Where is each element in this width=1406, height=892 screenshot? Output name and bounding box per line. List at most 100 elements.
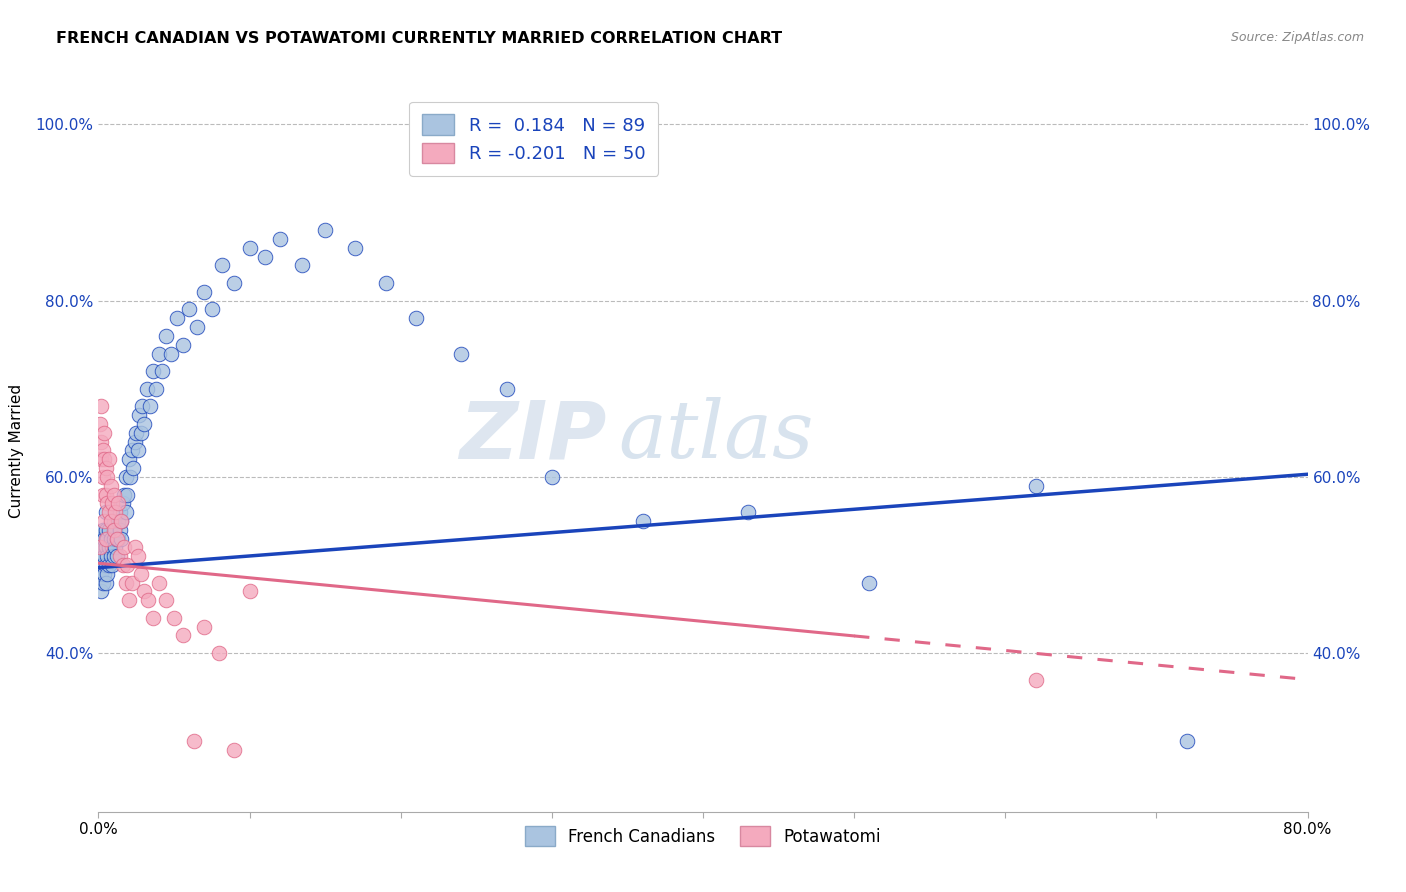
Point [101,496,124,510]
Point [269,232,291,246]
Point [631,514,654,528]
Point [142,364,165,378]
Point [129,425,152,440]
Point [150,364,173,378]
Point [107,496,129,510]
Point [96,496,118,510]
Point [96,532,118,546]
Point [101,558,124,572]
Point [1175,734,1198,748]
Point [105,532,128,546]
Point [101,541,124,555]
Point [450,346,472,360]
Point [163,611,186,625]
Point [94,487,117,501]
Point [90,434,112,449]
Point [93,532,115,546]
Point [111,496,134,510]
Point [100,479,122,493]
Point [91,558,114,572]
Point [98,452,121,467]
Point [193,620,215,634]
Point [114,470,136,484]
Point [1024,479,1046,493]
Point [98,541,121,555]
Point [148,575,170,590]
Point [110,532,132,546]
Point [103,523,125,537]
Point [89,541,111,555]
Point [172,337,194,351]
Y-axis label: Currently Married: Currently Married [10,384,24,517]
Legend: French Canadians, Potawatomi: French Canadians, Potawatomi [516,818,890,854]
Point [89,541,111,555]
Point [183,734,205,748]
Point [120,470,142,484]
Point [91,575,114,590]
Point [291,259,314,273]
Point [121,575,143,590]
Point [91,443,114,458]
Point [91,541,114,555]
Point [495,382,517,396]
Point [94,461,117,475]
Point [104,541,127,555]
Point [155,593,177,607]
Point [90,566,112,581]
Point [145,382,167,396]
Point [193,285,215,299]
Point [89,417,111,431]
Text: FRENCH CANADIAN VS POTAWATOMI CURRENTLY MARRIED CORRELATION CHART: FRENCH CANADIAN VS POTAWATOMI CURRENTLY … [56,31,782,46]
Point [139,400,162,414]
Point [1024,673,1046,687]
Point [94,523,117,537]
Point [94,532,117,546]
Point [121,443,143,458]
Point [103,487,125,501]
Point [110,514,132,528]
Point [100,549,122,564]
Point [224,743,246,757]
Text: ZIP: ZIP [458,397,606,475]
Point [93,452,115,467]
Point [155,329,177,343]
Point [107,514,129,528]
Point [96,566,118,581]
Point [93,514,115,528]
Point [90,532,112,546]
Point [166,311,188,326]
Point [186,320,208,334]
Point [135,382,157,396]
Point [124,541,146,555]
Point [127,443,149,458]
Point [253,250,276,264]
Point [128,408,150,422]
Point [208,646,231,660]
Point [858,575,880,590]
Point [89,558,111,572]
Point [211,259,233,273]
Point [239,584,262,599]
Point [344,241,367,255]
Point [160,346,183,360]
Point [142,611,165,625]
Point [114,505,136,519]
Point [98,505,121,519]
Point [131,400,153,414]
Point [93,549,115,564]
Point [110,514,132,528]
Point [132,584,155,599]
Text: atlas: atlas [619,397,814,475]
Point [127,549,149,564]
Point [93,566,115,581]
Point [107,532,129,546]
Point [105,532,128,546]
Point [100,532,122,546]
Point [148,346,170,360]
Point [114,575,136,590]
Point [91,523,114,537]
Point [90,452,112,467]
Point [94,558,117,572]
Point [172,628,194,642]
Point [201,302,224,317]
